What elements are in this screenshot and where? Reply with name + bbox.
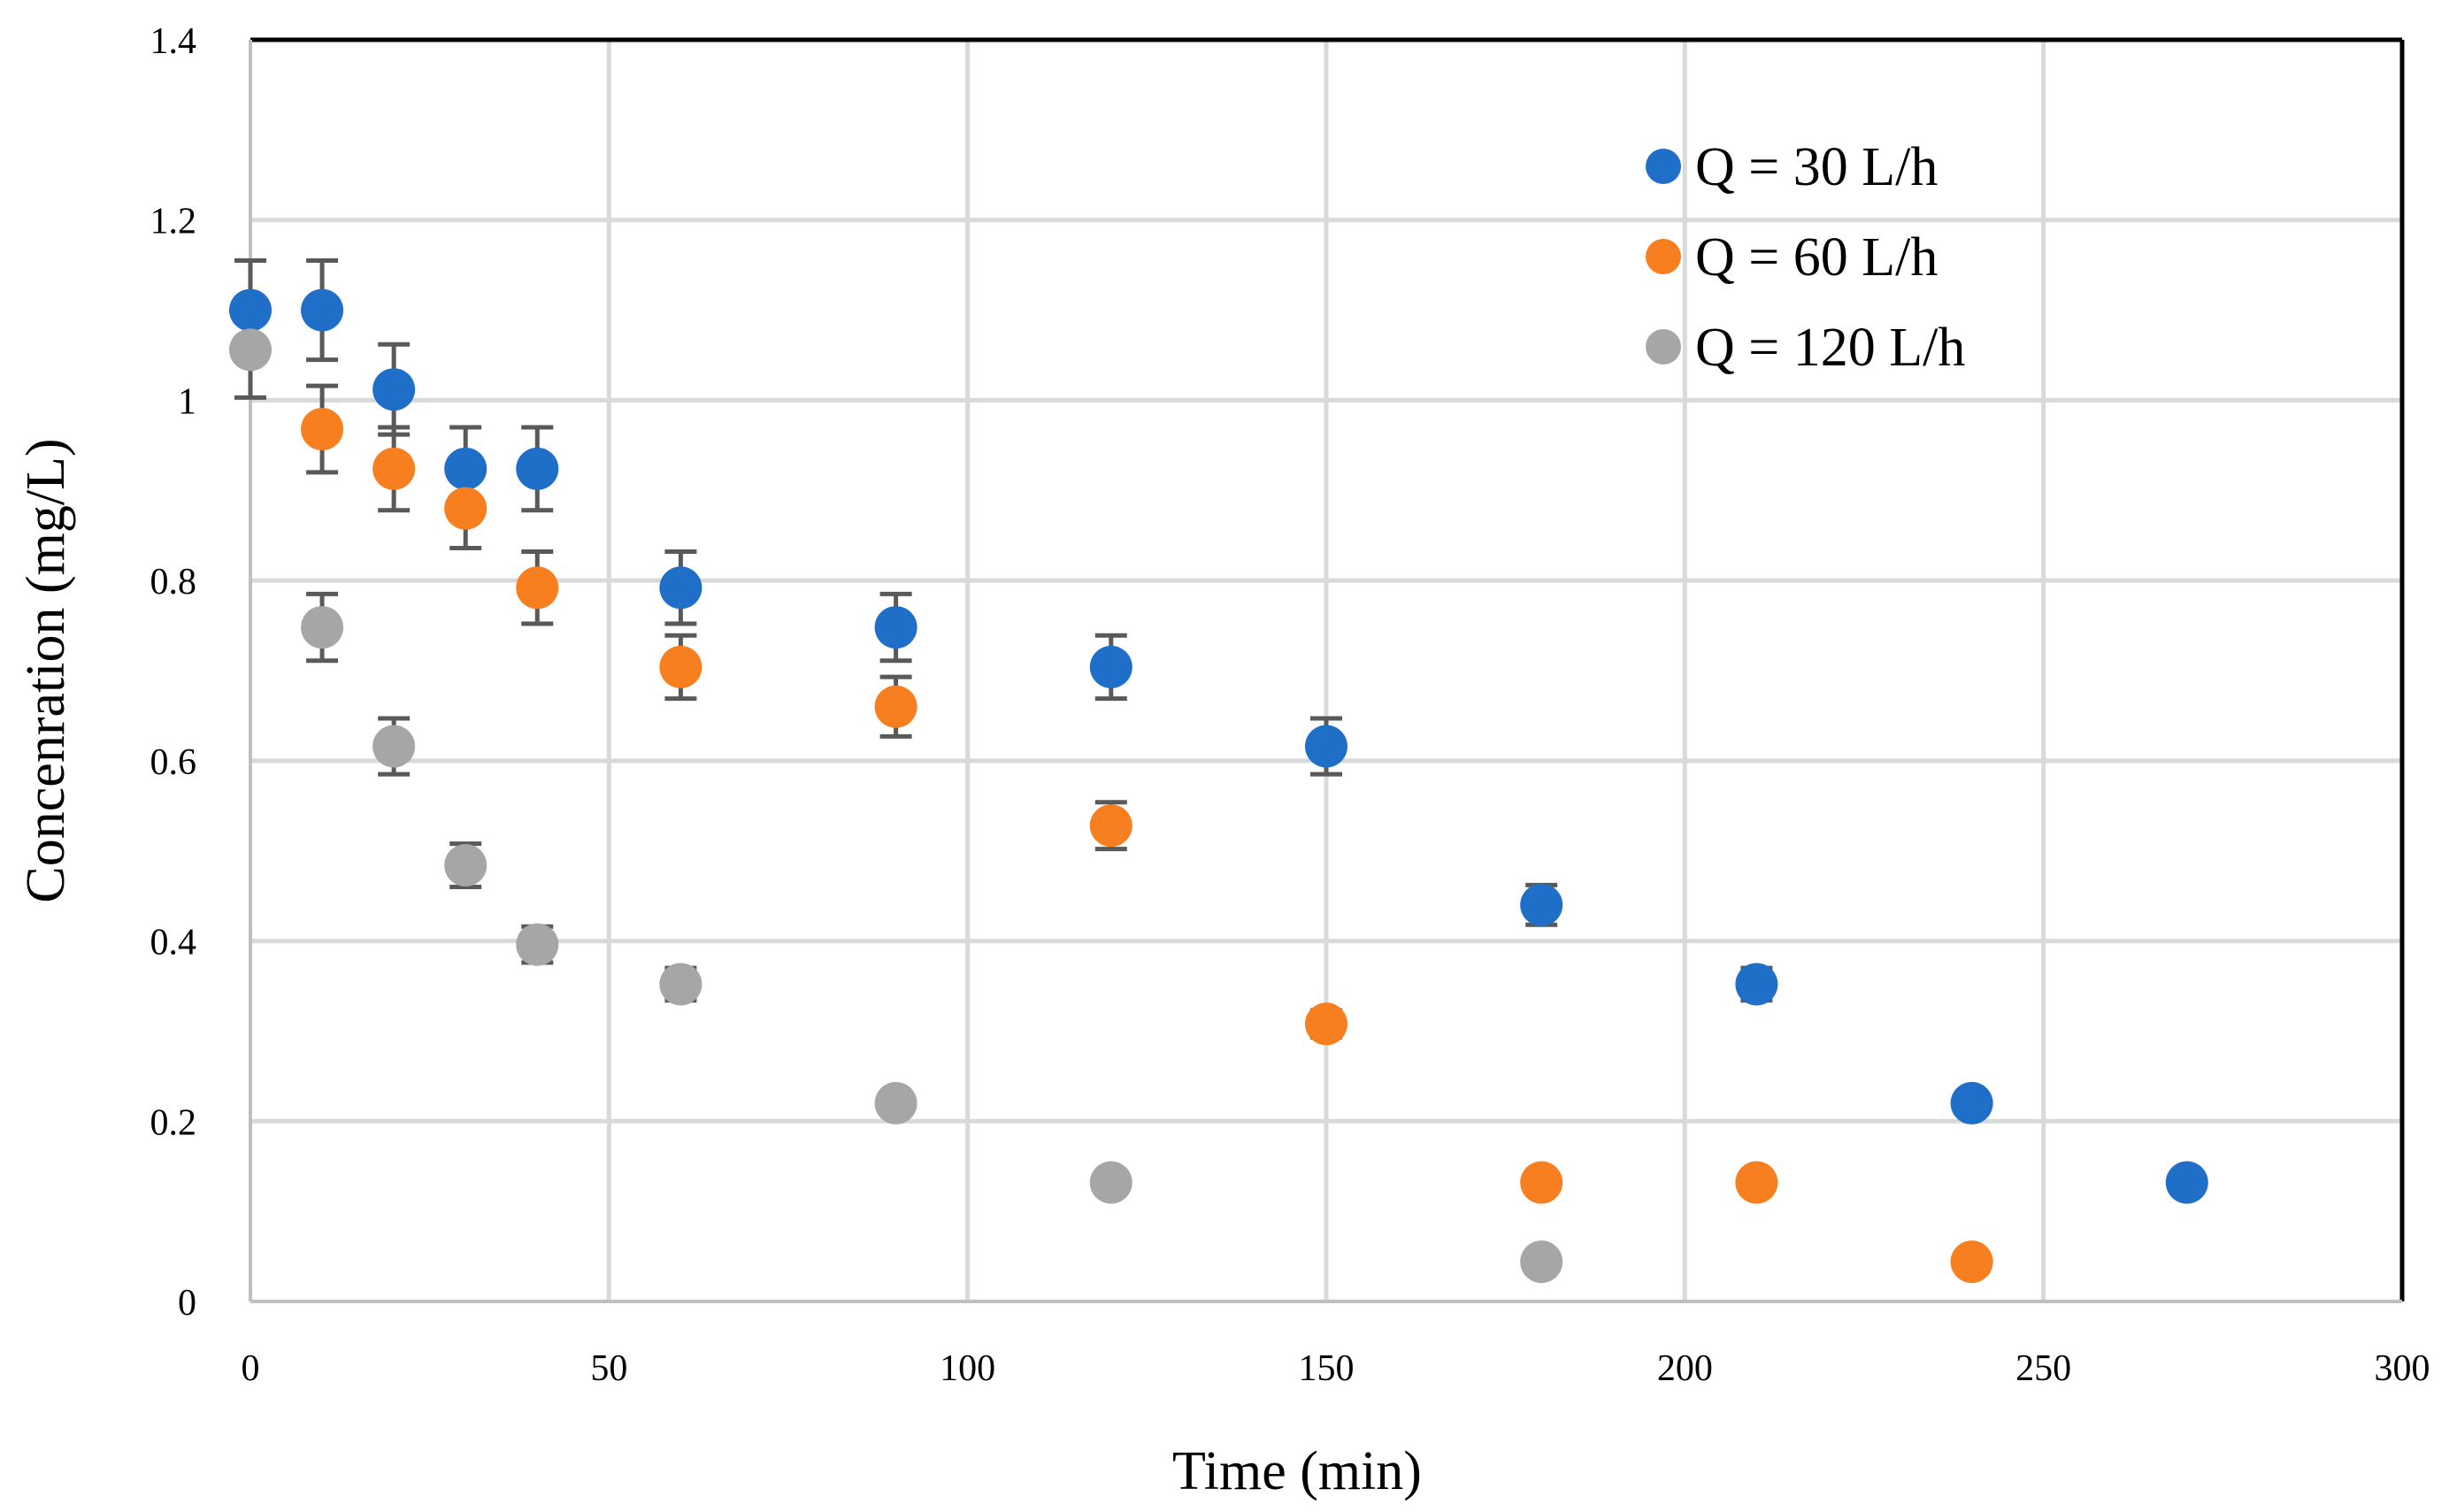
data-points [229, 288, 2208, 1284]
x-tick-labels: 0 50 100 150 200 250 300 [242, 1348, 2430, 1389]
y-tick-label: 0.6 [150, 742, 197, 783]
x-tick-label: 300 [2375, 1348, 2430, 1389]
data-point-series-3 [444, 844, 487, 887]
data-point-series-3 [516, 923, 559, 966]
data-point-series-1 [874, 606, 917, 649]
y-tick-label: 1.4 [150, 21, 197, 62]
legend-marker-series-2 [1646, 239, 1681, 274]
y-tick-label: 0 [178, 1283, 196, 1324]
data-point-series-1 [1520, 883, 1563, 926]
data-point-series-1 [1089, 645, 1132, 688]
data-point-series-1 [1950, 1081, 1993, 1124]
y-tick-label: 0.8 [150, 562, 197, 602]
data-point-series-1 [301, 288, 344, 332]
data-point-series-2 [372, 447, 416, 490]
legend-label-series-1: Q = 30 L/h [1695, 137, 1938, 197]
y-tick-label: 0.4 [150, 923, 197, 963]
plot-frame [249, 37, 2405, 1303]
data-point-series-1 [2165, 1161, 2208, 1204]
data-point-series-1 [1305, 725, 1347, 768]
x-axis-title: Time (min) [1172, 1441, 1422, 1501]
data-point-series-2 [1950, 1240, 1993, 1284]
gridlines [250, 40, 2402, 1301]
data-point-series-2 [1735, 1161, 1778, 1204]
data-point-series-2 [1520, 1161, 1563, 1204]
x-tick-label: 100 [940, 1348, 995, 1389]
data-point-series-2 [1305, 1002, 1347, 1046]
x-tick-label: 250 [2015, 1348, 2071, 1389]
y-tick-label: 1 [178, 381, 196, 422]
data-point-series-1 [659, 566, 702, 610]
data-point-series-1 [516, 447, 559, 490]
data-point-series-1 [1735, 963, 1778, 1006]
data-point-series-3 [1520, 1240, 1563, 1284]
x-tick-label: 150 [1299, 1348, 1355, 1389]
y-tick-labels: 0 0.2 0.4 0.6 0.8 1 1.2 1.4 [150, 21, 197, 1324]
x-tick-label: 200 [1657, 1348, 1713, 1389]
data-point-series-3 [874, 1081, 917, 1124]
data-point-series-2 [516, 566, 559, 610]
legend-marker-series-1 [1646, 149, 1681, 184]
legend-marker-series-3 [1646, 329, 1681, 365]
x-tick-label: 50 [590, 1348, 627, 1389]
legend-label-series-2: Q = 60 L/h [1695, 227, 1938, 288]
x-tick-label: 0 [242, 1348, 260, 1389]
data-point-series-2 [874, 685, 917, 728]
y-axis-title: Concenration (mg/L) [16, 438, 76, 902]
data-point-series-3 [372, 725, 416, 768]
data-point-series-2 [1089, 804, 1132, 848]
legend-label-series-3: Q = 120 L/h [1695, 318, 1965, 378]
data-point-series-3 [1089, 1161, 1132, 1204]
data-point-series-1 [229, 288, 272, 332]
data-point-series-3 [659, 963, 702, 1006]
data-point-series-2 [444, 487, 487, 530]
data-point-series-1 [372, 368, 416, 411]
data-point-series-2 [301, 408, 344, 451]
y-tick-label: 0.2 [150, 1102, 197, 1143]
legend: Q = 30 L/h Q = 60 L/h Q = 120 L/h [1646, 137, 1965, 378]
y-tick-label: 1.2 [150, 202, 197, 242]
data-point-series-1 [444, 447, 487, 490]
data-point-series-2 [659, 645, 702, 688]
data-point-series-3 [301, 606, 344, 649]
data-point-series-3 [229, 328, 272, 372]
